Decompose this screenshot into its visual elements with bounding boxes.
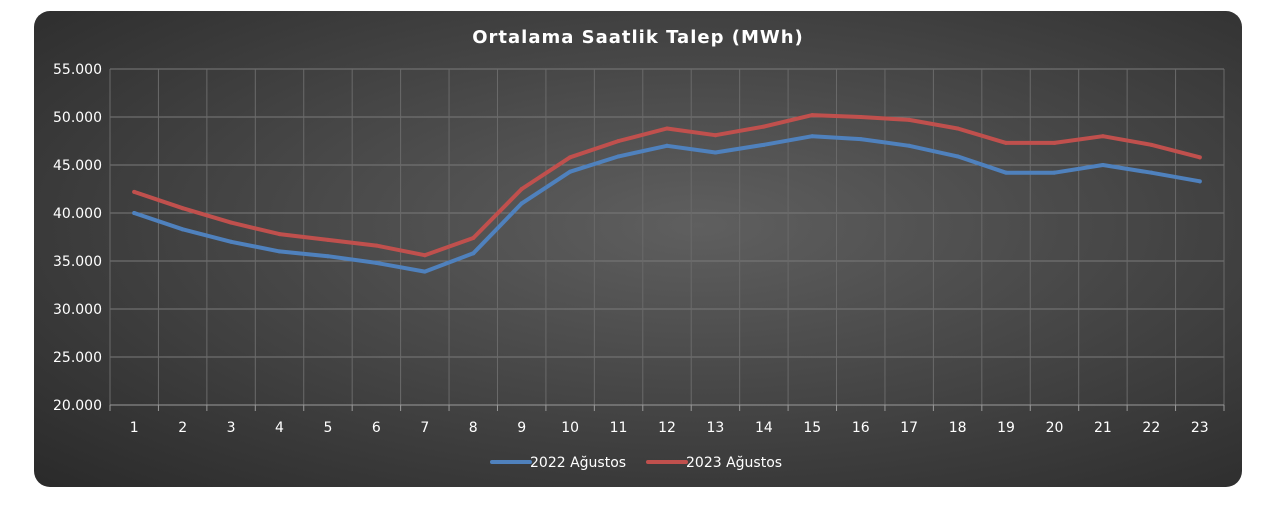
data-point [422,269,427,274]
data-point [519,187,524,191]
data-point [810,134,815,139]
x-tick-label: 23 [1191,420,1209,436]
x-tick-label: 16 [852,420,870,436]
data-point [422,253,427,258]
line-chart: Ortalama Saatlik Talep (MWh) 20.000 25.00… [53,27,1225,471]
x-tick-label: 10 [561,420,579,436]
data-point [907,143,912,148]
x-tick-label: 11 [610,420,628,436]
data-point [713,133,718,138]
data-point [132,189,137,194]
data-point [325,254,330,259]
data-point [374,260,379,265]
x-tick-label: 2 [178,420,187,436]
data-point [229,220,234,225]
x-tick-label: 5 [323,420,332,436]
data-point [810,113,815,118]
data-point [325,237,330,242]
data-point [1052,170,1057,175]
data-point [1004,170,1009,175]
data-point [374,243,379,248]
data-point [858,137,863,142]
data-point [1149,170,1154,175]
data-point [568,155,573,160]
data-point [1100,134,1105,139]
legend-label: 2022 Ağustos [530,455,626,471]
data-point [713,150,718,155]
chart-title: Ortalama Saatlik Talep (MWh) [472,27,804,48]
x-tick-label: 8 [469,420,478,436]
y-tick-label: 50.000 [53,110,102,126]
data-point [761,142,766,147]
data-point [471,235,476,240]
data-point [616,139,621,143]
y-tick-label: 45.000 [53,158,102,174]
x-tick-label: 6 [372,420,381,436]
axes: 20.000 25.000 30.000 35.000 40.000 45.000 50.0… [53,62,1225,436]
data-point [277,232,282,237]
data-point [665,143,669,148]
x-tick-label: 9 [517,420,526,436]
data-point [519,201,524,206]
x-tick-label: 13 [707,420,725,436]
y-tick-label: 20.000 [53,398,102,414]
data-point [761,124,766,129]
data-point [616,154,621,159]
data-point [1100,163,1105,167]
data-point [1004,140,1009,145]
data-point [1052,140,1057,145]
data-point [1197,179,1202,184]
data-point [180,206,185,211]
data-point [568,169,573,174]
y-tick-label: 40.000 [53,206,102,222]
grid [109,68,1225,406]
y-tick-label: 35.000 [53,254,102,270]
data-point [180,227,185,232]
chart-panel: Ortalama Saatlik Talep (MWh) 20.000 25.00… [34,11,1242,487]
data-point [471,251,476,256]
data-point [955,126,960,131]
data-point [858,115,863,119]
x-tick-label: 20 [1046,420,1064,436]
x-tick-label: 18 [949,420,967,436]
data-point [1149,142,1154,147]
x-tick-label: 22 [1142,420,1160,436]
y-tick-label: 30.000 [53,302,102,318]
legend-label: 2023 Ağustos [686,455,782,471]
x-tick-label: 12 [658,420,676,436]
series-lines [132,113,1202,274]
data-point [277,249,282,254]
data-point [955,154,960,159]
data-point [1197,155,1202,160]
x-tick-label: 14 [755,420,773,436]
legend: 2022 Ağustos 2023 Ağustos [490,455,782,471]
x-tick-label: 17 [900,420,918,436]
x-tick-label: 19 [997,420,1015,436]
y-tick-label: 55.000 [53,62,102,78]
x-tick-label: 21 [1094,420,1112,436]
y-tick-label: 25.000 [53,350,102,366]
x-tick-label: 4 [275,420,284,436]
data-point [907,117,912,122]
x-tick-label: 3 [227,420,236,436]
data-point [665,126,669,131]
data-point [229,239,234,244]
data-point [132,211,137,215]
x-tick-label: 7 [420,420,429,436]
series-line-1 [132,134,1202,274]
x-tick-label: 1 [130,420,139,436]
x-tick-label: 15 [803,420,821,436]
series-line-2 [132,113,1202,258]
